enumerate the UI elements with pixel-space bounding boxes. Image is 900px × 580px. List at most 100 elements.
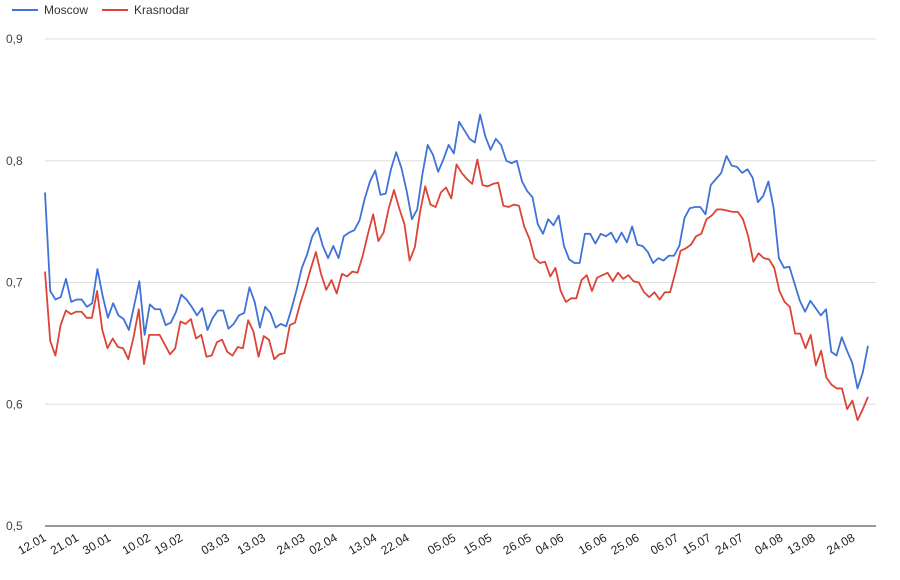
data-point[interactable]	[293, 321, 297, 325]
data-point[interactable]	[642, 290, 646, 294]
data-point[interactable]	[694, 234, 698, 238]
data-point[interactable]	[303, 285, 307, 289]
data-point[interactable]	[522, 224, 526, 228]
data-point[interactable]	[527, 237, 531, 241]
data-point[interactable]	[772, 266, 776, 270]
data-point[interactable]	[455, 162, 459, 166]
data-point[interactable]	[251, 329, 255, 333]
data-point[interactable]	[373, 168, 377, 172]
data-point[interactable]	[397, 206, 401, 210]
data-point[interactable]	[829, 350, 833, 354]
data-point[interactable]	[382, 231, 386, 235]
data-point[interactable]	[204, 355, 208, 359]
data-point[interactable]	[731, 210, 735, 214]
data-point[interactable]	[489, 148, 493, 152]
data-point[interactable]	[431, 153, 435, 157]
data-point[interactable]	[257, 355, 261, 359]
data-point[interactable]	[809, 333, 813, 337]
data-point[interactable]	[43, 190, 47, 194]
data-point[interactable]	[199, 333, 203, 337]
series-line-krasnodar[interactable]	[44, 158, 869, 421]
data-point[interactable]	[331, 244, 335, 248]
data-point[interactable]	[132, 335, 136, 339]
data-point[interactable]	[620, 231, 624, 235]
data-point[interactable]	[168, 352, 172, 356]
data-point[interactable]	[845, 407, 849, 411]
data-point[interactable]	[85, 305, 89, 309]
data-point[interactable]	[626, 273, 630, 277]
data-point[interactable]	[788, 305, 792, 309]
data-point[interactable]	[483, 134, 487, 138]
data-point[interactable]	[574, 296, 578, 300]
data-point[interactable]	[856, 418, 860, 422]
data-point[interactable]	[724, 154, 728, 158]
data-point[interactable]	[444, 186, 448, 190]
data-point[interactable]	[683, 216, 687, 220]
data-point[interactable]	[309, 267, 313, 271]
data-point[interactable]	[475, 158, 479, 162]
data-point[interactable]	[543, 260, 547, 264]
data-point[interactable]	[658, 298, 662, 302]
data-point[interactable]	[652, 290, 656, 294]
data-point[interactable]	[715, 207, 719, 211]
data-point[interactable]	[647, 295, 651, 299]
data-point[interactable]	[258, 326, 262, 330]
data-point[interactable]	[335, 291, 339, 295]
data-point[interactable]	[772, 206, 776, 210]
data-point[interactable]	[630, 224, 634, 228]
data-point[interactable]	[48, 339, 52, 343]
data-point[interactable]	[74, 298, 78, 302]
data-point[interactable]	[803, 310, 807, 314]
data-point[interactable]	[452, 151, 456, 155]
data-point[interactable]	[310, 234, 314, 238]
data-point[interactable]	[567, 257, 571, 261]
data-point[interactable]	[632, 279, 636, 283]
data-point[interactable]	[59, 323, 63, 327]
data-point[interactable]	[263, 305, 267, 309]
data-point[interactable]	[345, 274, 349, 278]
data-point[interactable]	[525, 189, 529, 193]
data-point[interactable]	[673, 271, 677, 275]
data-point[interactable]	[408, 259, 412, 263]
data-point[interactable]	[635, 243, 639, 247]
data-point[interactable]	[95, 289, 99, 293]
data-point[interactable]	[74, 310, 78, 314]
data-point[interactable]	[787, 265, 791, 269]
data-point[interactable]	[418, 210, 422, 214]
data-point[interactable]	[274, 326, 278, 330]
data-point[interactable]	[662, 259, 666, 263]
data-point[interactable]	[111, 337, 115, 341]
data-point[interactable]	[347, 231, 351, 235]
data-point[interactable]	[585, 273, 589, 277]
data-point[interactable]	[152, 333, 156, 337]
data-point[interactable]	[740, 171, 744, 175]
data-point[interactable]	[324, 288, 328, 292]
data-point[interactable]	[321, 244, 325, 248]
data-point[interactable]	[132, 304, 136, 308]
data-point[interactable]	[866, 344, 870, 348]
data-point[interactable]	[714, 177, 718, 181]
data-point[interactable]	[861, 371, 865, 375]
data-point[interactable]	[510, 161, 514, 165]
data-point[interactable]	[69, 312, 73, 316]
data-point[interactable]	[689, 243, 693, 247]
data-point[interactable]	[43, 270, 47, 274]
data-point[interactable]	[106, 346, 110, 350]
data-point[interactable]	[783, 300, 787, 304]
data-point[interactable]	[861, 407, 865, 411]
data-point[interactable]	[850, 361, 854, 365]
data-point[interactable]	[439, 190, 443, 194]
data-point[interactable]	[48, 289, 52, 293]
data-point[interactable]	[767, 257, 771, 261]
data-point[interactable]	[557, 214, 561, 218]
data-point[interactable]	[53, 354, 57, 358]
data-point[interactable]	[668, 290, 672, 294]
data-point[interactable]	[80, 298, 84, 302]
data-point[interactable]	[237, 313, 241, 317]
data-point[interactable]	[413, 245, 417, 249]
data-point[interactable]	[215, 340, 219, 344]
data-point[interactable]	[361, 254, 365, 258]
data-point[interactable]	[169, 321, 173, 325]
data-point[interactable]	[85, 316, 89, 320]
data-point[interactable]	[288, 323, 292, 327]
